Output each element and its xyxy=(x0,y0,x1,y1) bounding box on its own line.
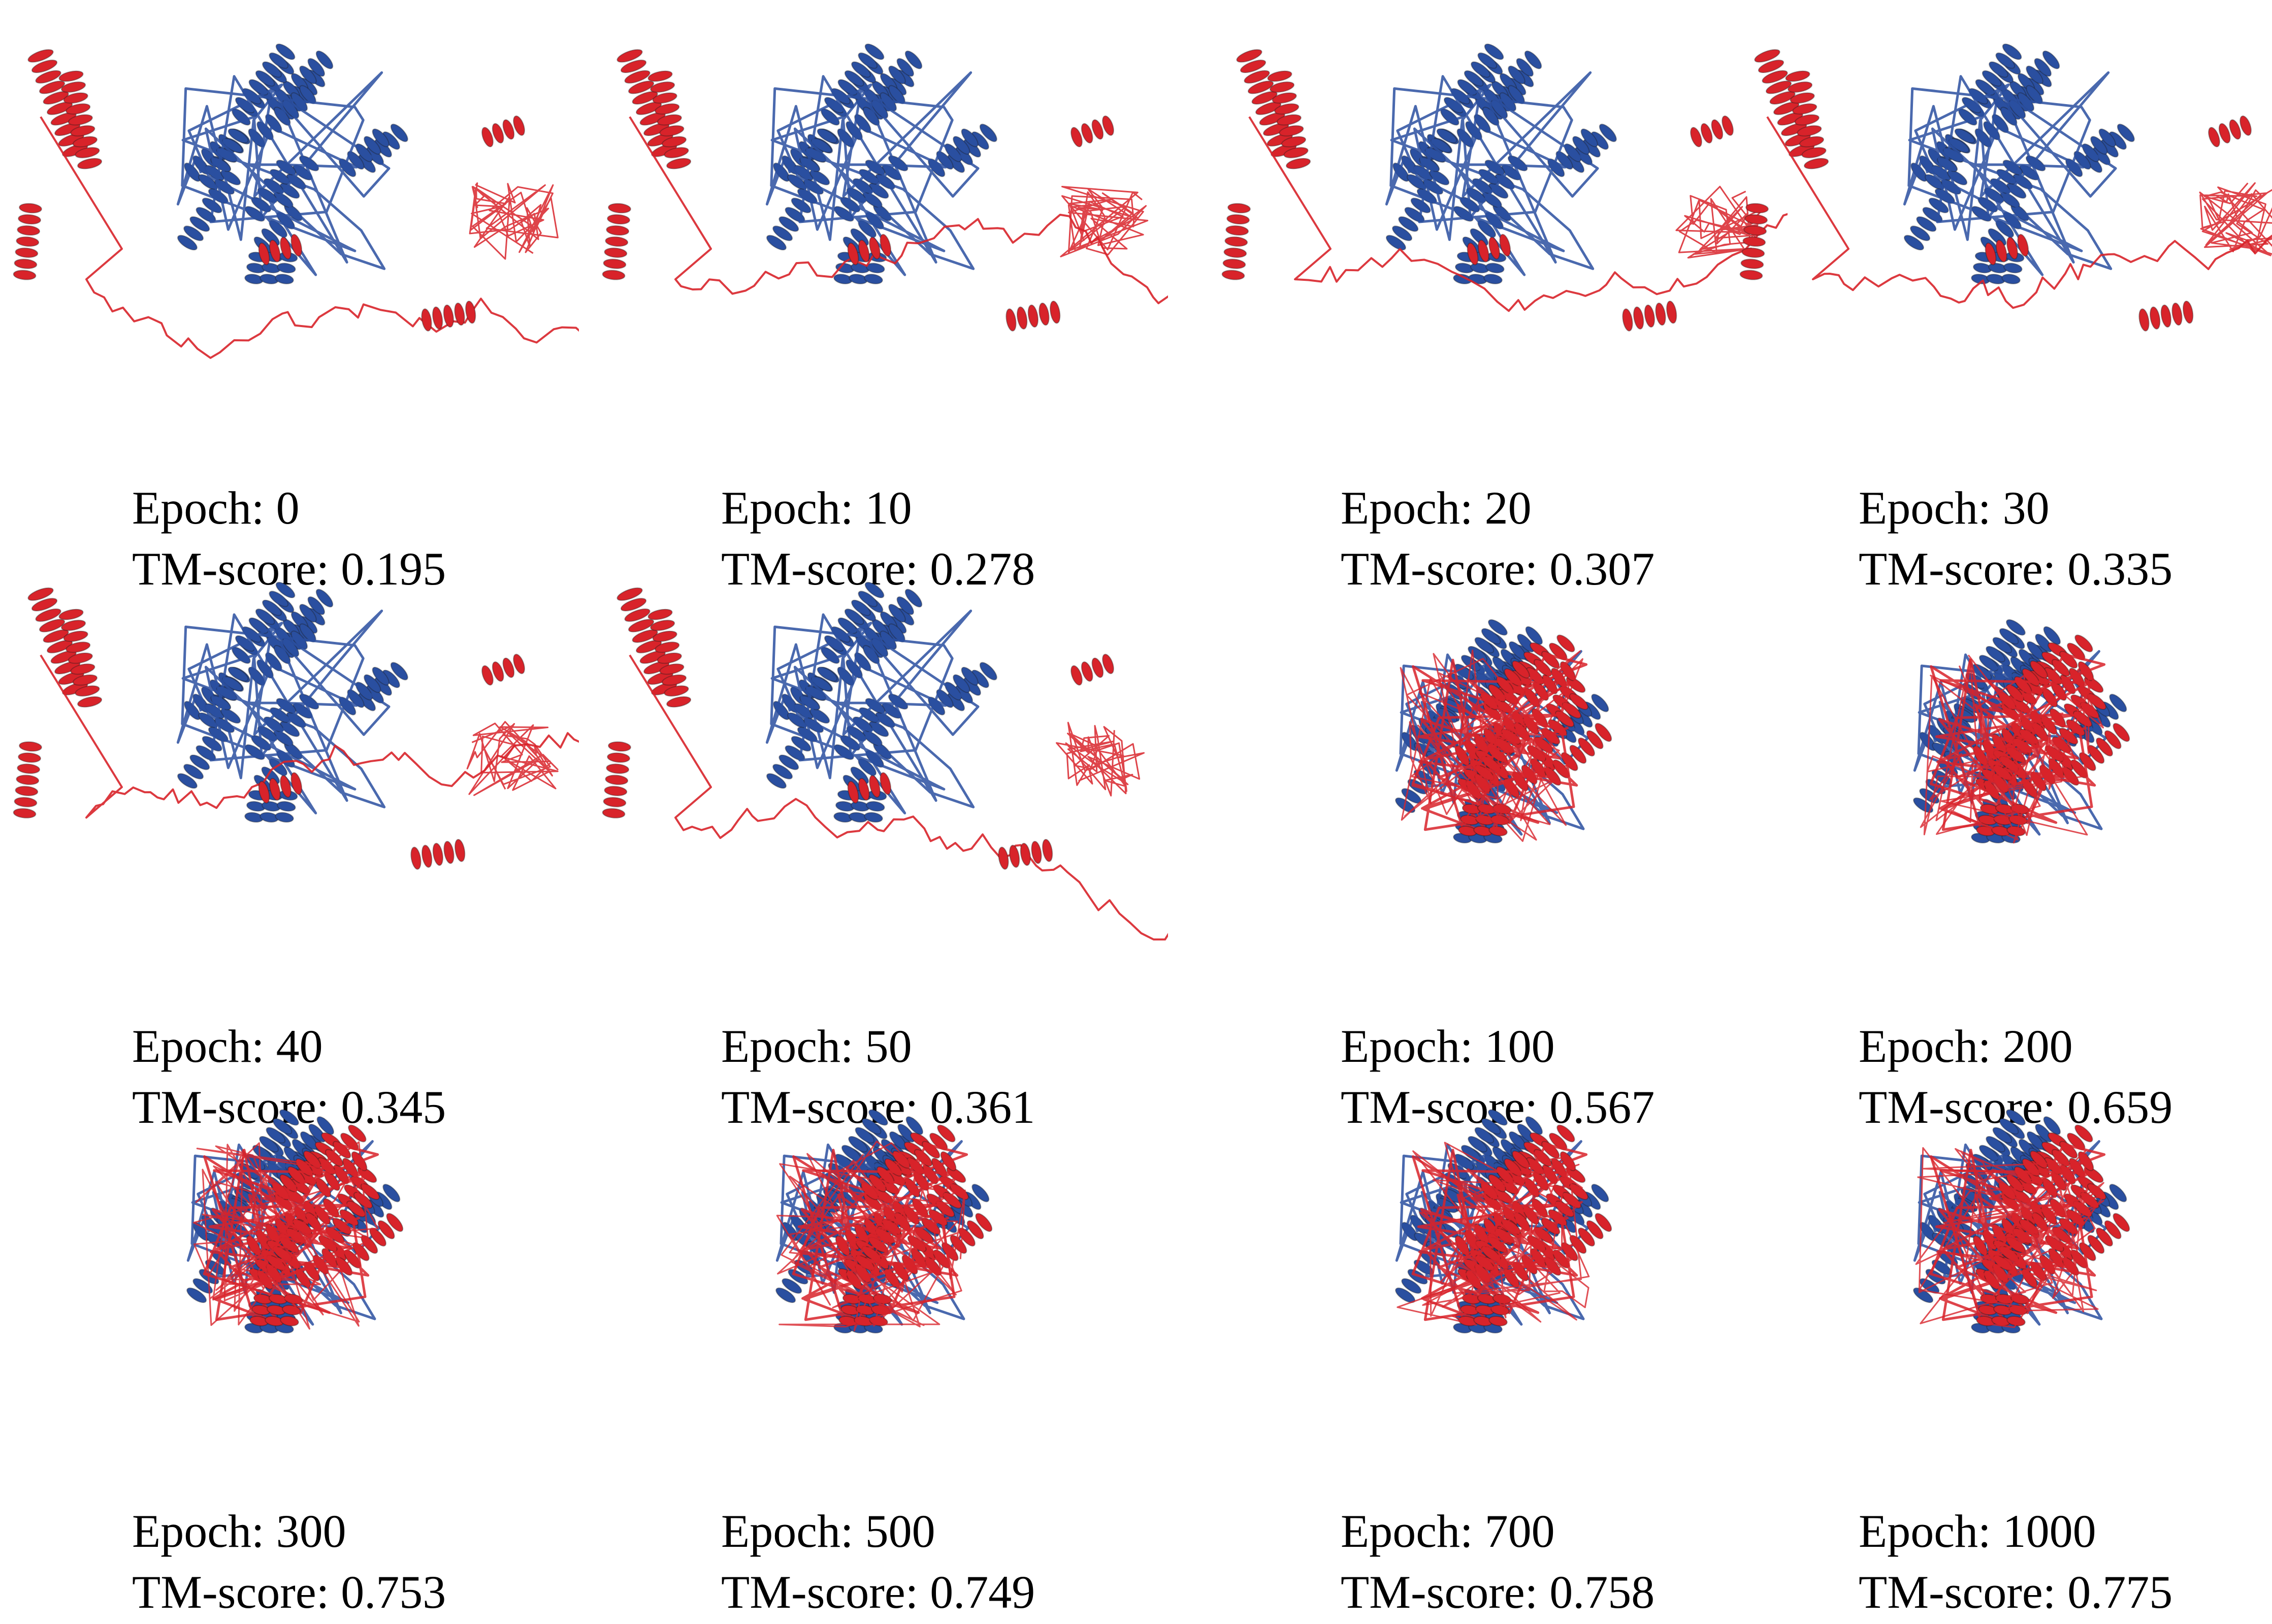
panel-caption: Epoch: 200 TM-score: 0.659 xyxy=(1859,1016,2172,1138)
panel-caption: Epoch: 20 TM-score: 0.307 xyxy=(1341,477,1654,599)
protein-structure-svg xyxy=(1913,1109,2130,1334)
protein-structure-svg xyxy=(186,1109,404,1334)
epoch-label: Epoch: 0 xyxy=(132,482,300,534)
panel-caption: Epoch: 50 TM-score: 0.361 xyxy=(721,1016,1035,1138)
protein-structure-image xyxy=(10,554,579,960)
protein-structure-image xyxy=(599,554,1168,960)
protein-structure-svg xyxy=(1739,43,2272,332)
protein-structure-image xyxy=(10,15,579,421)
protein-structure-image xyxy=(1737,1044,2272,1450)
protein-structure-svg xyxy=(13,581,579,870)
protein-structure-image xyxy=(599,1044,1168,1450)
tm-score-label: TM-score: 0.335 xyxy=(1859,543,2173,595)
panel-caption: Epoch: 500 TM-score: 0.749 xyxy=(721,1501,1035,1622)
panel-epoch-0: Epoch: 0 TM-score: 0.195 xyxy=(10,15,579,595)
protein-structure-svg xyxy=(1913,619,2130,843)
epoch-label: Epoch: 20 xyxy=(1341,482,1532,534)
epoch-label: Epoch: 50 xyxy=(721,1020,912,1072)
panel-epoch-200: Epoch: 200 TM-score: 0.659 xyxy=(1737,554,2272,1133)
epoch-label: Epoch: 100 xyxy=(1341,1020,1555,1072)
epoch-label: Epoch: 700 xyxy=(1341,1505,1555,1557)
tm-score-label: TM-score: 0.278 xyxy=(721,543,1035,595)
protein-structure-image xyxy=(599,15,1168,421)
panel-caption: Epoch: 100 TM-score: 0.567 xyxy=(1341,1016,1654,1138)
panel-epoch-20: Epoch: 20 TM-score: 0.307 xyxy=(1219,15,1788,595)
epoch-label: Epoch: 10 xyxy=(721,482,912,534)
protein-structure-svg xyxy=(602,581,1168,940)
panel-epoch-30: Epoch: 30 TM-score: 0.335 xyxy=(1737,15,2272,595)
panel-epoch-50: Epoch: 50 TM-score: 0.361 xyxy=(599,554,1168,1133)
epoch-label: Epoch: 1000 xyxy=(1859,1505,2096,1557)
protein-structure-svg xyxy=(775,1109,993,1334)
panel-epoch-700: Epoch: 700 TM-score: 0.758 xyxy=(1219,1044,1788,1618)
protein-structure-image xyxy=(1219,554,1788,960)
panel-caption: Epoch: 300 TM-score: 0.753 xyxy=(132,1501,446,1622)
panel-caption: Epoch: 40 TM-score: 0.345 xyxy=(132,1016,446,1138)
protein-structure-svg xyxy=(1395,1109,1612,1334)
panel-epoch-300: Epoch: 300 TM-score: 0.753 xyxy=(10,1044,579,1618)
protein-structure-image xyxy=(10,1044,579,1450)
protein-structure-image xyxy=(1219,15,1788,421)
epoch-label: Epoch: 30 xyxy=(1859,482,2050,534)
tm-score-label: TM-score: 0.758 xyxy=(1341,1566,1655,1618)
protein-structure-svg xyxy=(1221,43,1788,332)
epoch-label: Epoch: 300 xyxy=(132,1505,346,1557)
tm-score-label: TM-score: 0.307 xyxy=(1341,543,1655,595)
tm-score-label: TM-score: 0.753 xyxy=(132,1566,446,1618)
protein-structure-image xyxy=(1219,1044,1788,1450)
tm-score-label: TM-score: 0.659 xyxy=(1859,1081,2173,1133)
protein-structure-svg xyxy=(1395,619,1612,843)
protein-structure-svg xyxy=(602,43,1168,332)
panel-caption: Epoch: 10 TM-score: 0.278 xyxy=(721,477,1035,599)
panel-epoch-10: Epoch: 10 TM-score: 0.278 xyxy=(599,15,1168,595)
panel-epoch-500: Epoch: 500 TM-score: 0.749 xyxy=(599,1044,1168,1618)
epoch-label: Epoch: 200 xyxy=(1859,1020,2073,1072)
panel-caption: Epoch: 30 TM-score: 0.335 xyxy=(1859,477,2172,599)
tm-score-label: TM-score: 0.345 xyxy=(132,1081,446,1133)
panel-epoch-1000: Epoch: 1000 TM-score: 0.775 xyxy=(1737,1044,2272,1618)
panel-epoch-100: Epoch: 100 TM-score: 0.567 xyxy=(1219,554,1788,1133)
panel-caption: Epoch: 700 TM-score: 0.758 xyxy=(1341,1501,1654,1622)
panel-caption: Epoch: 0 TM-score: 0.195 xyxy=(132,477,446,599)
tm-score-label: TM-score: 0.195 xyxy=(132,543,446,595)
panel-epoch-40: Epoch: 40 TM-score: 0.345 xyxy=(10,554,579,1133)
tm-score-label: TM-score: 0.775 xyxy=(1859,1566,2173,1618)
protein-structure-image xyxy=(1737,15,2272,421)
tm-score-label: TM-score: 0.567 xyxy=(1341,1081,1655,1133)
panel-caption: Epoch: 1000 TM-score: 0.775 xyxy=(1859,1501,2172,1622)
protein-structure-image xyxy=(1737,554,2272,960)
protein-structure-svg xyxy=(13,43,579,359)
tm-score-label: TM-score: 0.749 xyxy=(721,1566,1035,1618)
epoch-label: Epoch: 500 xyxy=(721,1505,935,1557)
tm-score-label: TM-score: 0.361 xyxy=(721,1081,1035,1133)
epoch-label: Epoch: 40 xyxy=(132,1020,323,1072)
